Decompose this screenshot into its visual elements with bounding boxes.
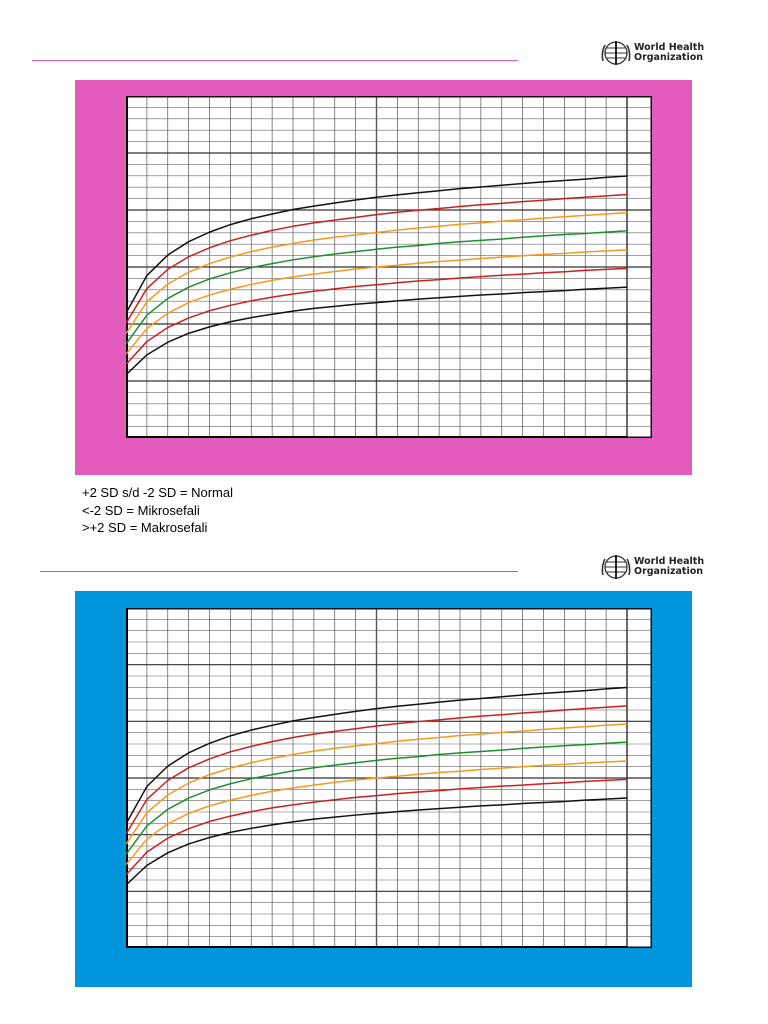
sd-curve-5 xyxy=(126,778,628,876)
sd-curve-4 xyxy=(126,760,628,866)
chart-panel-bottom xyxy=(75,591,692,987)
who-logo-bottom: World Health Organization xyxy=(601,553,704,581)
who-logo-text: World Health Organization xyxy=(634,43,704,63)
who-emblem-icon xyxy=(601,41,631,65)
sd-curve-5 xyxy=(126,267,628,365)
growth-chart-svg-bottom xyxy=(126,608,652,948)
sd-curve-3 xyxy=(126,741,628,855)
legend-makrosefali: >+2 SD = Makrosefali xyxy=(82,520,208,535)
logo-line-2: Organization xyxy=(634,566,704,577)
logo-line-2: Organization xyxy=(634,52,704,63)
sd-curve-2 xyxy=(126,211,628,335)
grid xyxy=(126,608,652,948)
who-logo-text: World Health Organization xyxy=(634,557,704,577)
grid xyxy=(126,96,652,438)
legend-mikrosefali: <-2 SD = Mikrosefali xyxy=(82,502,200,518)
top-header-rule xyxy=(32,60,518,61)
sd-curve-1 xyxy=(126,193,628,324)
legend-normal: +2 SD s/d -2 SD = Normal xyxy=(82,485,233,500)
who-emblem-icon xyxy=(601,555,631,579)
sd-curve-6 xyxy=(126,286,628,376)
chart-panel-top xyxy=(75,80,692,475)
legend-block: +2 SD s/d -2 SD = Normal <-2 SD = Mikros… xyxy=(82,484,233,537)
sd-curve-0 xyxy=(126,686,628,825)
logo-line-1: World Health xyxy=(634,42,705,53)
who-logo-top: World Health Organization xyxy=(601,39,704,67)
sd-curve-3 xyxy=(126,230,628,345)
sd-curve-1 xyxy=(126,705,628,835)
sd-curve-6 xyxy=(126,797,628,886)
growth-chart-bottom xyxy=(126,608,652,948)
sd-curve-0 xyxy=(126,175,628,314)
sd-curve-2 xyxy=(126,723,628,845)
growth-chart-top xyxy=(126,96,652,438)
logo-line-1: World Health xyxy=(634,556,705,567)
sd-curve-4 xyxy=(126,249,628,355)
growth-chart-svg-top xyxy=(126,96,652,438)
bottom-header-rule xyxy=(40,571,518,572)
